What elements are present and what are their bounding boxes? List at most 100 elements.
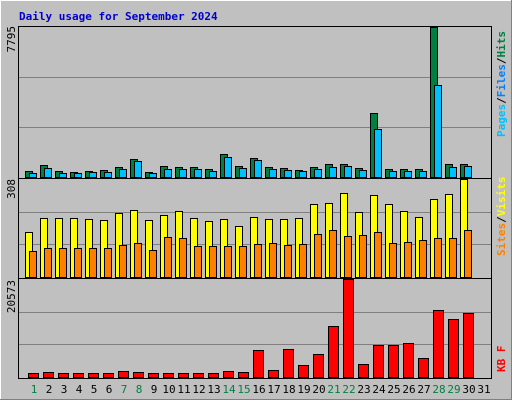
kbytes-panel-max-label: 20573 [5, 280, 18, 313]
files-bar [254, 160, 262, 178]
hits-panel-max-label: 7795 [5, 26, 18, 53]
files-bar [299, 171, 307, 178]
kbytes-bar [148, 373, 159, 378]
kbytes-bar [268, 370, 279, 378]
sites-bar [299, 244, 307, 278]
day-label: 30 [462, 383, 475, 396]
files-bar [269, 169, 277, 178]
day-label: 28 [432, 383, 445, 396]
kbytes-bar [448, 319, 459, 378]
sites-bar [179, 238, 187, 278]
files-bar [119, 169, 127, 178]
day-label: 25 [387, 383, 400, 396]
sites-bar [164, 237, 172, 278]
files-bar [149, 173, 157, 178]
day-label: 22 [342, 383, 355, 396]
day-label: 13 [207, 383, 220, 396]
files-bar [329, 167, 337, 178]
sites-bar [374, 232, 382, 278]
sites-bar [209, 246, 217, 278]
day-label: 2 [46, 383, 53, 396]
files-bar [449, 167, 457, 178]
files-bar [284, 170, 292, 178]
kbytes-bar [163, 373, 174, 378]
legend-pages: Pages [495, 104, 508, 137]
legend-sep-2: / [495, 57, 508, 64]
legend-visits: Visits [495, 177, 508, 217]
legend-kbytes: KB F [495, 346, 508, 373]
sites-bar [89, 248, 97, 278]
files-bar [359, 170, 367, 178]
kbytes-bar [58, 373, 69, 378]
files-bar [164, 169, 172, 178]
sites-bar [29, 251, 37, 278]
kbytes-bar [463, 313, 474, 378]
sites-bar [389, 243, 397, 278]
kbytes-bar [298, 365, 309, 378]
sites-bar [419, 240, 427, 278]
files-bar [209, 171, 217, 178]
kbytes-bar [418, 358, 429, 378]
files-bar [464, 166, 472, 178]
legend-sep-1: / [495, 97, 508, 104]
files-bar [194, 169, 202, 178]
visits-panel-max-label: 308 [5, 179, 18, 199]
sites-bar [284, 245, 292, 278]
day-label: 27 [417, 383, 430, 396]
day-label: 17 [267, 383, 280, 396]
sites-bar [134, 243, 142, 278]
legend-files: Files [495, 64, 508, 97]
legend-sites: Sites [495, 223, 508, 256]
files-bar [404, 171, 412, 178]
sites-bar [44, 248, 52, 278]
kbytes-bar [133, 372, 144, 378]
files-bar [104, 172, 112, 178]
files-bar [89, 172, 97, 178]
day-label: 31 [477, 383, 490, 396]
files-bar [179, 169, 187, 178]
kbytes-bar [193, 373, 204, 378]
day-label: 7 [121, 383, 128, 396]
day-label: 6 [106, 383, 113, 396]
sites-bar [224, 246, 232, 278]
day-label: 5 [91, 383, 98, 396]
kbytes-bar [223, 371, 234, 378]
sites-bar [329, 230, 337, 278]
files-bar [74, 173, 82, 178]
day-label: 23 [357, 383, 370, 396]
kbytes-bar [88, 373, 99, 378]
files-bar [134, 161, 142, 178]
sites-bar [449, 238, 457, 278]
bar-marks [25, 27, 474, 378]
kbytes-bar [103, 373, 114, 378]
chart-title: Daily usage for September 2024 [19, 10, 218, 23]
kbytes-bar [178, 373, 189, 378]
sites-bar [344, 236, 352, 278]
day-label: 3 [61, 383, 68, 396]
day-label: 10 [162, 383, 175, 396]
kbytes-bar [343, 279, 354, 378]
sites-bar [239, 246, 247, 278]
kbytes-bar [253, 350, 264, 378]
day-label: 9 [151, 383, 158, 396]
kbytes-bar [373, 345, 384, 378]
sites-bar [464, 230, 472, 278]
files-bar [374, 129, 382, 178]
kbytes-bar [28, 373, 39, 378]
kbytes-bar [328, 326, 339, 378]
sites-bar [404, 242, 412, 278]
sites-bar [194, 246, 202, 278]
day-label: 16 [252, 383, 265, 396]
gridlines [19, 77, 491, 345]
sites-bar [359, 235, 367, 278]
kbytes-bar [118, 371, 129, 378]
day-labels: 1 2 3 4 5 6 7 8 9 10 11 12 13 14 15 16 17 18 19 20 21 22 23 24 2… [31, 383, 491, 396]
files-bar [389, 171, 397, 178]
sites-bar [74, 248, 82, 278]
kbytes-bar [73, 373, 84, 378]
day-label: 14 [222, 383, 236, 396]
files-bar [239, 168, 247, 178]
kbytes-bar [283, 349, 294, 378]
sites-bar [269, 243, 277, 278]
